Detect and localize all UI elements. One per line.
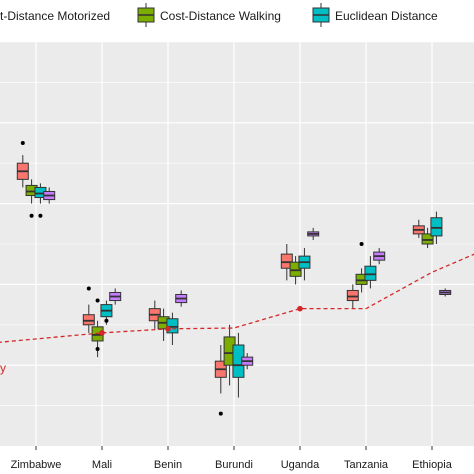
box-4-3 — [307, 227, 320, 240]
box-1-0 — [82, 286, 95, 333]
box-2-3 — [175, 290, 188, 307]
box-5-3 — [373, 248, 386, 265]
box-0-0 — [16, 141, 29, 188]
x-tick-label: Burundi — [215, 459, 253, 471]
box-body — [289, 261, 302, 277]
box-outlier — [359, 242, 364, 246]
trend-marker — [99, 330, 105, 336]
legend-item: st-Distance Motorized — [0, 9, 110, 23]
box-outlier — [104, 318, 109, 323]
box-5-2 — [364, 256, 377, 289]
x-tick-label: Zimbabwe — [11, 459, 62, 471]
box-outlier — [95, 347, 100, 352]
legend: st-Distance Motorized Cost-Distance Walki… — [0, 3, 438, 27]
box-2-0 — [148, 300, 161, 329]
grid-lines — [0, 41, 474, 446]
x-tick-label: Benin — [154, 459, 182, 471]
box-4-1 — [289, 256, 302, 285]
box-body — [280, 253, 293, 269]
trend-line-layer — [0, 253, 474, 343]
box-outlier — [218, 411, 223, 416]
box-outlier — [20, 141, 25, 145]
box-6-3 — [439, 288, 452, 297]
x-tick-label: Uganda — [281, 459, 320, 471]
box-body — [346, 289, 359, 302]
x-axis: Zimbabwe Mali Benin Burundi Uganda Tanzania Et… — [11, 446, 453, 471]
box-6-1 — [421, 227, 434, 249]
legend-item: Cost-Distance Walking — [137, 3, 281, 27]
box-5-1 — [355, 242, 368, 293]
box-1-2 — [100, 300, 113, 325]
box-outlier — [29, 213, 34, 218]
legend-label: Euclidean Distance — [335, 9, 438, 23]
box-outlier — [86, 286, 91, 291]
box-body — [364, 265, 377, 281]
legend-item: Euclidean Distance — [312, 3, 438, 27]
box-body — [166, 318, 179, 334]
box-6-0 — [412, 219, 425, 238]
box-body — [421, 233, 434, 245]
box-1-3 — [109, 288, 122, 305]
x-tick-label: Mali — [92, 459, 112, 471]
box-body — [430, 217, 443, 237]
legend-label: st-Distance Motorized — [0, 9, 110, 23]
box-outlier — [38, 213, 43, 218]
trend-line — [0, 253, 474, 343]
box-3-0 — [214, 345, 227, 416]
box-3-3 — [241, 353, 254, 370]
box-outlier — [95, 298, 100, 303]
x-tick-label: Tanzania — [344, 459, 389, 471]
box-4-2 — [298, 248, 311, 281]
trend-marker — [165, 326, 171, 332]
box-0-3 — [43, 187, 56, 204]
legend-label: Cost-Distance Walking — [160, 9, 281, 23]
trend-marker — [297, 305, 303, 312]
box-6-2 — [430, 211, 443, 244]
x-tick-label: Ethiopia — [412, 459, 453, 471]
boxes-layer — [16, 141, 452, 416]
box-5-0 — [346, 284, 359, 309]
annotation-label: y — [0, 361, 6, 375]
box-body — [82, 314, 95, 326]
